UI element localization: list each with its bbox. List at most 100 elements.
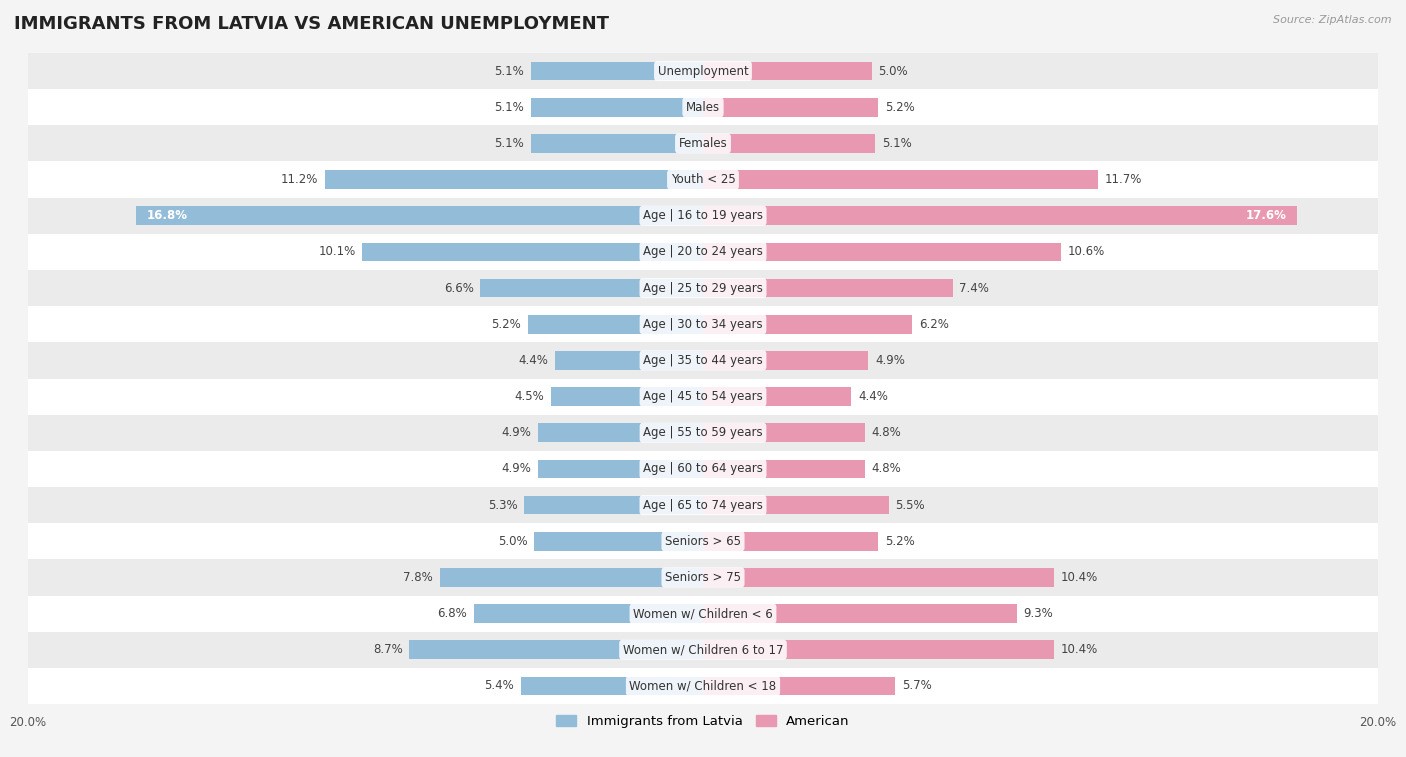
Text: 5.5%: 5.5% [896,499,925,512]
Text: 5.0%: 5.0% [498,534,527,548]
Text: Women w/ Children 6 to 17: Women w/ Children 6 to 17 [623,643,783,656]
Bar [534,532,703,550]
Bar [28,596,1378,631]
Bar [474,604,703,623]
Legend: Immigrants from Latvia, American: Immigrants from Latvia, American [551,709,855,734]
Text: 5.1%: 5.1% [495,101,524,114]
Bar [409,640,703,659]
Bar [28,342,1378,378]
Text: Age | 30 to 34 years: Age | 30 to 34 years [643,318,763,331]
Bar [537,423,703,442]
Bar [28,559,1378,596]
Bar [703,98,879,117]
Bar [28,89,1378,126]
Text: 5.2%: 5.2% [886,101,915,114]
Text: 5.1%: 5.1% [882,137,911,150]
Bar [551,387,703,406]
Bar [363,242,703,261]
Bar [28,126,1378,161]
Bar [28,415,1378,451]
Text: 4.4%: 4.4% [517,354,548,367]
Text: 6.2%: 6.2% [920,318,949,331]
Bar [703,568,1054,587]
Text: Age | 35 to 44 years: Age | 35 to 44 years [643,354,763,367]
Bar [28,631,1378,668]
Bar [703,242,1060,261]
Text: 10.1%: 10.1% [318,245,356,258]
Text: IMMIGRANTS FROM LATVIA VS AMERICAN UNEMPLOYMENT: IMMIGRANTS FROM LATVIA VS AMERICAN UNEMP… [14,15,609,33]
Text: Seniors > 65: Seniors > 65 [665,534,741,548]
Text: 5.1%: 5.1% [495,137,524,150]
Bar [28,306,1378,342]
Bar [28,378,1378,415]
Bar [703,207,1296,225]
Text: Age | 20 to 24 years: Age | 20 to 24 years [643,245,763,258]
Text: 5.2%: 5.2% [491,318,520,331]
Text: Women w/ Children < 18: Women w/ Children < 18 [630,680,776,693]
Bar [703,279,953,298]
Text: 5.2%: 5.2% [886,534,915,548]
Text: 7.4%: 7.4% [959,282,990,294]
Bar [28,451,1378,487]
Bar [481,279,703,298]
Text: 4.5%: 4.5% [515,390,544,403]
Bar [703,677,896,696]
Text: Age | 45 to 54 years: Age | 45 to 54 years [643,390,763,403]
Bar [703,351,869,370]
Text: 10.4%: 10.4% [1060,571,1098,584]
Text: 11.2%: 11.2% [281,173,318,186]
Bar [28,523,1378,559]
Bar [28,161,1378,198]
Bar [28,53,1378,89]
Text: 5.1%: 5.1% [495,64,524,77]
Text: Source: ZipAtlas.com: Source: ZipAtlas.com [1274,15,1392,25]
Text: 6.8%: 6.8% [437,607,467,620]
Bar [531,134,703,153]
Text: 4.8%: 4.8% [872,426,901,439]
Text: 17.6%: 17.6% [1246,209,1286,223]
Bar [703,61,872,80]
Text: 9.3%: 9.3% [1024,607,1053,620]
Bar [325,170,703,189]
Text: 4.8%: 4.8% [872,463,901,475]
Text: 5.3%: 5.3% [488,499,517,512]
Text: 10.6%: 10.6% [1067,245,1105,258]
Text: Females: Females [679,137,727,150]
Bar [28,668,1378,704]
Bar [554,351,703,370]
Bar [136,207,703,225]
Bar [703,459,865,478]
Bar [527,315,703,334]
Bar [703,134,875,153]
Bar [703,423,865,442]
Bar [440,568,703,587]
Text: 16.8%: 16.8% [146,209,187,223]
Bar [703,170,1098,189]
Text: Age | 55 to 59 years: Age | 55 to 59 years [643,426,763,439]
Bar [703,315,912,334]
Text: 5.7%: 5.7% [903,680,932,693]
Bar [537,459,703,478]
Bar [703,387,852,406]
Bar [524,496,703,515]
Bar [703,640,1054,659]
Bar [28,270,1378,306]
Text: Age | 25 to 29 years: Age | 25 to 29 years [643,282,763,294]
Bar [531,61,703,80]
Text: 4.4%: 4.4% [858,390,889,403]
Bar [703,532,879,550]
Text: 7.8%: 7.8% [404,571,433,584]
Text: Age | 16 to 19 years: Age | 16 to 19 years [643,209,763,223]
Bar [703,496,889,515]
Bar [28,487,1378,523]
Text: 4.9%: 4.9% [501,426,531,439]
Text: 4.9%: 4.9% [875,354,905,367]
Text: Males: Males [686,101,720,114]
Text: 6.6%: 6.6% [444,282,474,294]
Bar [28,198,1378,234]
Text: Seniors > 75: Seniors > 75 [665,571,741,584]
Bar [703,604,1017,623]
Text: 5.4%: 5.4% [484,680,515,693]
Text: 8.7%: 8.7% [373,643,402,656]
Text: Women w/ Children < 6: Women w/ Children < 6 [633,607,773,620]
